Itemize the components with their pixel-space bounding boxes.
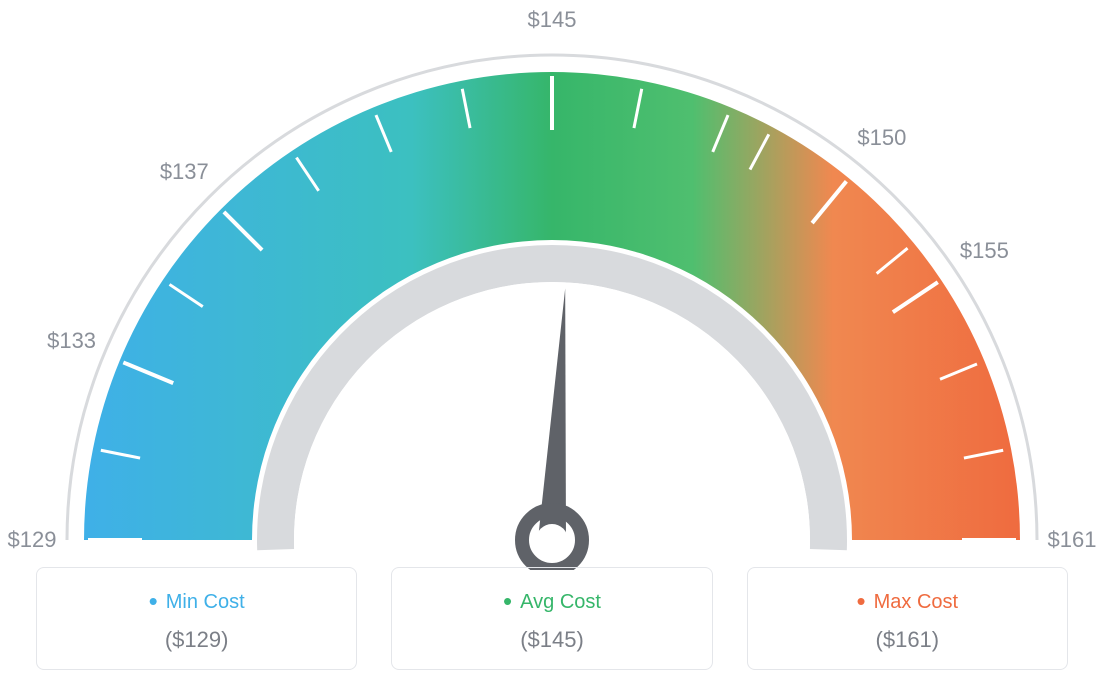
legend-title-min: Min Cost bbox=[47, 586, 346, 617]
legend-card-max: Max Cost ($161) bbox=[747, 567, 1068, 670]
gauge-svg bbox=[0, 0, 1104, 570]
gauge-tick-label: $137 bbox=[160, 159, 209, 185]
legend-row: Min Cost ($129) Avg Cost ($145) Max Cost… bbox=[36, 567, 1068, 670]
legend-value-max: ($161) bbox=[758, 627, 1057, 653]
gauge-tick-label: $145 bbox=[528, 7, 577, 33]
legend-card-avg: Avg Cost ($145) bbox=[391, 567, 712, 670]
gauge-tick-label: $129 bbox=[8, 527, 57, 553]
gauge-tick-label: $161 bbox=[1048, 527, 1097, 553]
legend-title-avg: Avg Cost bbox=[402, 586, 701, 617]
legend-title-max: Max Cost bbox=[758, 586, 1057, 617]
legend-value-avg: ($145) bbox=[402, 627, 701, 653]
gauge-tick-label: $155 bbox=[960, 238, 1009, 264]
legend-value-min: ($129) bbox=[47, 627, 346, 653]
gauge-tick-label: $133 bbox=[47, 328, 96, 354]
gauge-chart: $129 $133 $137 $145 $150 $155 $161 bbox=[0, 0, 1104, 570]
gauge-tick-label: $150 bbox=[857, 125, 906, 151]
legend-card-min: Min Cost ($129) bbox=[36, 567, 357, 670]
